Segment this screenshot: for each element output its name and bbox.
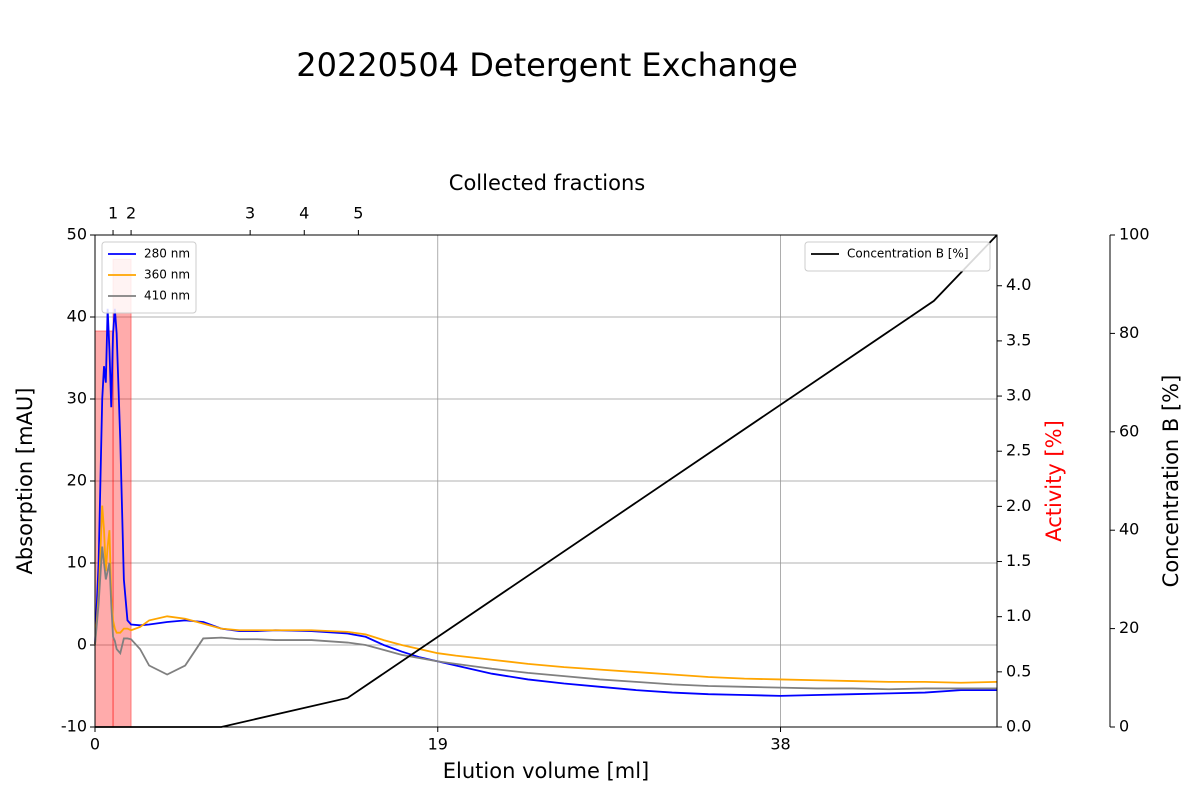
y-tick-label: 40 [67,307,87,326]
plot-frame [94,234,998,728]
y2-tick-label: 2.5 [1006,441,1031,460]
y2-tick-label: 4.0 [1006,275,1031,294]
y3-tick-label: 0 [1119,717,1129,736]
y3-tick-label: 40 [1119,520,1139,539]
y3-tick-label: 20 [1119,618,1139,637]
x-axis-label: Elution volume [ml] [443,759,649,783]
legend-label: Concentration B [%] [847,247,969,261]
legend-box [804,241,991,272]
y3-tick-label: 60 [1119,421,1139,440]
y3-tick-label: 80 [1119,323,1139,342]
top-tick-label: 5 [353,204,363,223]
top-axis-label: Collected fractions [449,171,645,195]
top-tick-label: 4 [299,204,309,223]
legend-label: 280 nm [144,247,190,261]
y2-axis-label: Activity [%] [1042,420,1066,542]
y2-tick-label: 3.0 [1006,386,1031,405]
y2-tick-label: 2.0 [1006,496,1031,515]
y2-tick-label: 0.0 [1006,717,1031,736]
y-tick-label: 30 [67,389,87,408]
top-tick-label: 1 [108,204,118,223]
legend-label: 360 nm [144,268,190,282]
y-tick-label: 50 [67,225,87,244]
top-tick-label: 3 [245,204,255,223]
line [94,505,998,684]
line [94,546,997,691]
x-tick-label: 19 [428,735,448,754]
y-tick-label: 20 [67,471,87,490]
y2-tick-label: 1.0 [1006,606,1031,625]
y3-tick-label: 100 [1119,225,1150,244]
y-tick-label: 10 [67,553,87,572]
y-tick-label: 0 [77,635,87,654]
y2-tick-label: 3.5 [1006,330,1031,349]
y3-axis-label: Concentration B [%] [1159,375,1183,588]
y-tick-label: -10 [61,717,87,736]
y2-tick-label: 0.5 [1006,661,1031,680]
chart-title: 20220504 Detergent Exchange [296,46,798,84]
y2-tick-label: 1.5 [1006,551,1031,570]
x-tick-label: 38 [770,735,790,754]
x-tick-label: 0 [90,735,100,754]
y-axis-label: Absorption [mAU] [13,388,37,575]
legend-label: 410 nm [144,289,190,303]
top-tick-label: 2 [126,204,136,223]
